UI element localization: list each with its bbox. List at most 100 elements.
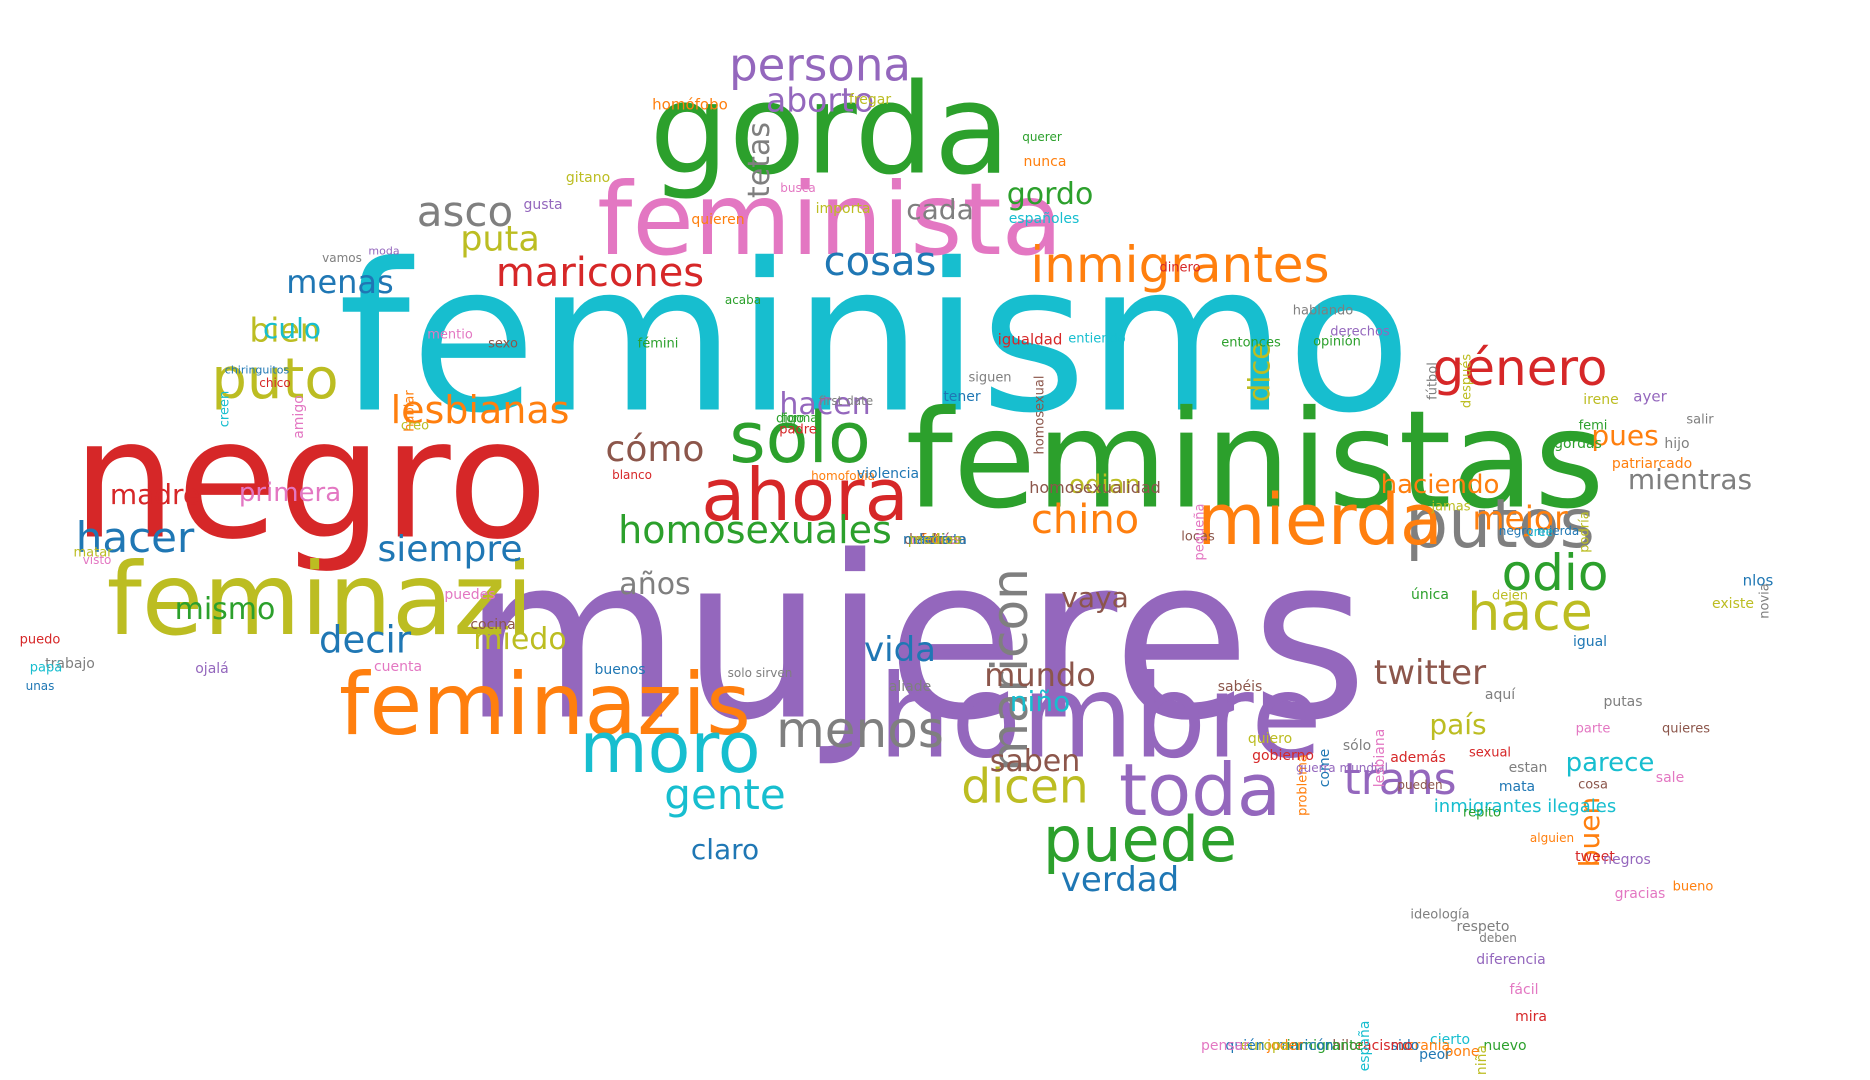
- word-hombre: hombre: [878, 650, 1322, 785]
- word-podria: podría: [1577, 511, 1593, 553]
- word-igualdad: igualdad: [997, 330, 1063, 349]
- word-persona: persona: [729, 38, 911, 92]
- word-solo: solo: [729, 397, 871, 479]
- word-saber: saber: [915, 532, 955, 548]
- word-homosexualidad: homosexualidad: [1029, 478, 1161, 497]
- word-estan: estan: [1508, 760, 1548, 776]
- word-falta: falta: [919, 532, 951, 548]
- word-odio: odio: [1501, 544, 1609, 602]
- word-puedes: puedes: [444, 587, 496, 603]
- word-feminista: feminista: [597, 161, 1063, 278]
- word-asco: asco: [416, 187, 514, 236]
- word-importa: importa: [815, 201, 871, 217]
- word-gordas: gordas: [1554, 436, 1602, 452]
- word-vamos: vamos: [322, 251, 362, 265]
- word-nuevo: nuevo: [1483, 1038, 1527, 1054]
- word-siempre: siempre: [377, 529, 523, 570]
- word-homofobia: homofobia: [811, 469, 875, 483]
- word-mujeres: mujeres: [462, 508, 1368, 771]
- word-solo-sirven: solo sirven: [727, 666, 793, 680]
- word-ideologia: ideología: [1410, 907, 1470, 923]
- word-inmigrantes-ilegales: inmigrantes ilegales: [1433, 796, 1617, 817]
- word-ucrania: ucrania: [1397, 1038, 1451, 1054]
- word-decir: decir: [318, 618, 412, 662]
- word-padre: padre: [779, 422, 817, 438]
- word-joder: joder: [1267, 1038, 1303, 1054]
- word-toda: toda: [1118, 748, 1282, 832]
- word-nino: niño: [1009, 685, 1071, 718]
- word-mismo: mismo: [174, 592, 276, 627]
- word-facil: fácil: [1509, 982, 1539, 998]
- word-respeto: respeto: [1456, 919, 1510, 935]
- word-creo: creo: [400, 418, 430, 434]
- word-cree: cree: [1526, 525, 1554, 539]
- word-entiendo: entiendo: [1068, 331, 1126, 347]
- word-repito: repito: [1463, 805, 1501, 821]
- word-cierto: cierto: [1429, 1032, 1471, 1048]
- word-maricones: maricones: [495, 250, 705, 296]
- word-puede: puede: [1042, 803, 1238, 876]
- word-inmigrantes: inmigrantes: [1030, 236, 1330, 294]
- word-pone: pone: [1444, 1044, 1480, 1060]
- word-mundo: mundo: [984, 656, 1096, 694]
- word-feminazi: feminazi: [106, 541, 534, 658]
- word-violencia: violencia: [856, 466, 920, 482]
- word-putas: putas: [1603, 694, 1643, 710]
- word-espanoles: españoles: [1008, 211, 1080, 227]
- word-sexo: sexo: [488, 336, 518, 352]
- word-alguien: alguien: [1529, 831, 1575, 845]
- word-madre: madre: [109, 478, 201, 511]
- word-gordo: gordo: [1006, 177, 1094, 212]
- word-saben: saben: [989, 744, 1081, 779]
- word-hilo: hilo: [1332, 1038, 1358, 1054]
- word-putos: putos: [1405, 485, 1595, 564]
- word-quieren: quieren: [691, 212, 745, 228]
- word-gente: gente: [664, 770, 786, 819]
- word-quieres: quieres: [1662, 721, 1710, 737]
- word-tweet: tweet: [1575, 849, 1615, 865]
- word-sabeis: sabéis: [1217, 679, 1263, 695]
- word-despues: después: [1459, 353, 1475, 409]
- word-aborto: aborto: [765, 80, 875, 120]
- word-amigo: amigo: [291, 395, 307, 439]
- word-deberian: deberían: [903, 532, 967, 548]
- word-parece: parece: [1565, 748, 1655, 778]
- word-tener: tener: [943, 389, 981, 405]
- word-pueden: pueden: [1397, 778, 1443, 792]
- word-genero: género: [1432, 339, 1608, 397]
- word-negros: negros: [1603, 852, 1651, 868]
- word-cosa: cosa: [1578, 777, 1608, 793]
- word-moro: moro: [579, 707, 761, 789]
- word-lesbianas: lesbianas: [390, 388, 570, 432]
- word-unica: única: [1411, 587, 1449, 603]
- word-hace: hace: [1467, 583, 1593, 643]
- word-mierda: mierda: [1197, 479, 1443, 561]
- word-diferencia: diferencia: [1476, 952, 1546, 968]
- word-lesbiana: lesbiana: [1372, 728, 1388, 788]
- word-blanco: blanco: [612, 468, 652, 482]
- word-como: cómo: [605, 429, 705, 470]
- word-negro: negro: [72, 383, 548, 576]
- word-primera: primera: [238, 478, 342, 508]
- word-mientras: mientras: [1627, 463, 1753, 496]
- word-negro-mierda: negro mierda: [1498, 524, 1580, 538]
- word-papa: papá: [29, 660, 63, 676]
- word-matar: matar: [73, 545, 113, 561]
- word-ademas: además: [1390, 750, 1446, 766]
- word-hora: hora: [919, 532, 951, 548]
- word-vaya: vaya: [1061, 581, 1129, 614]
- word-salir: salir: [1686, 412, 1714, 428]
- word-opinion: opinión: [1313, 334, 1361, 350]
- word-buenos: buenos: [594, 662, 646, 678]
- word-miedo: miedo: [473, 622, 567, 657]
- word-dinero: dinero: [1159, 260, 1201, 276]
- word-gracias: gracias: [1614, 886, 1666, 902]
- word-hablando: hablando: [1292, 303, 1354, 319]
- word-trans: trans: [1343, 754, 1457, 805]
- word-inmigrante: inmigrante: [1286, 1038, 1364, 1054]
- word-verdad: verdad: [1060, 860, 1180, 900]
- word-chino: chino: [1030, 497, 1140, 543]
- word-mira: mira: [1515, 1009, 1547, 1025]
- word-futbol: fútbol: [1425, 362, 1441, 400]
